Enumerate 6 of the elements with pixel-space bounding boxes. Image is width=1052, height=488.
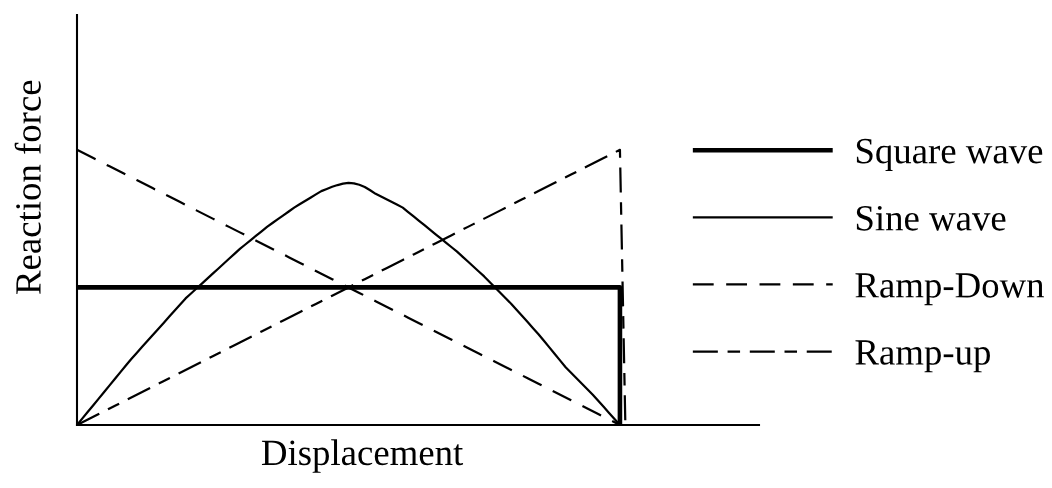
legend-label: Ramp-Down xyxy=(855,273,1044,306)
legend-label: Sine wave xyxy=(856,205,1006,231)
x-axis-title: Displacement xyxy=(261,439,464,473)
legend-label: Ramp-up xyxy=(855,340,990,373)
legend-label: Square wave xyxy=(856,138,1043,172)
y-axis-title: Reaction force xyxy=(14,80,41,294)
